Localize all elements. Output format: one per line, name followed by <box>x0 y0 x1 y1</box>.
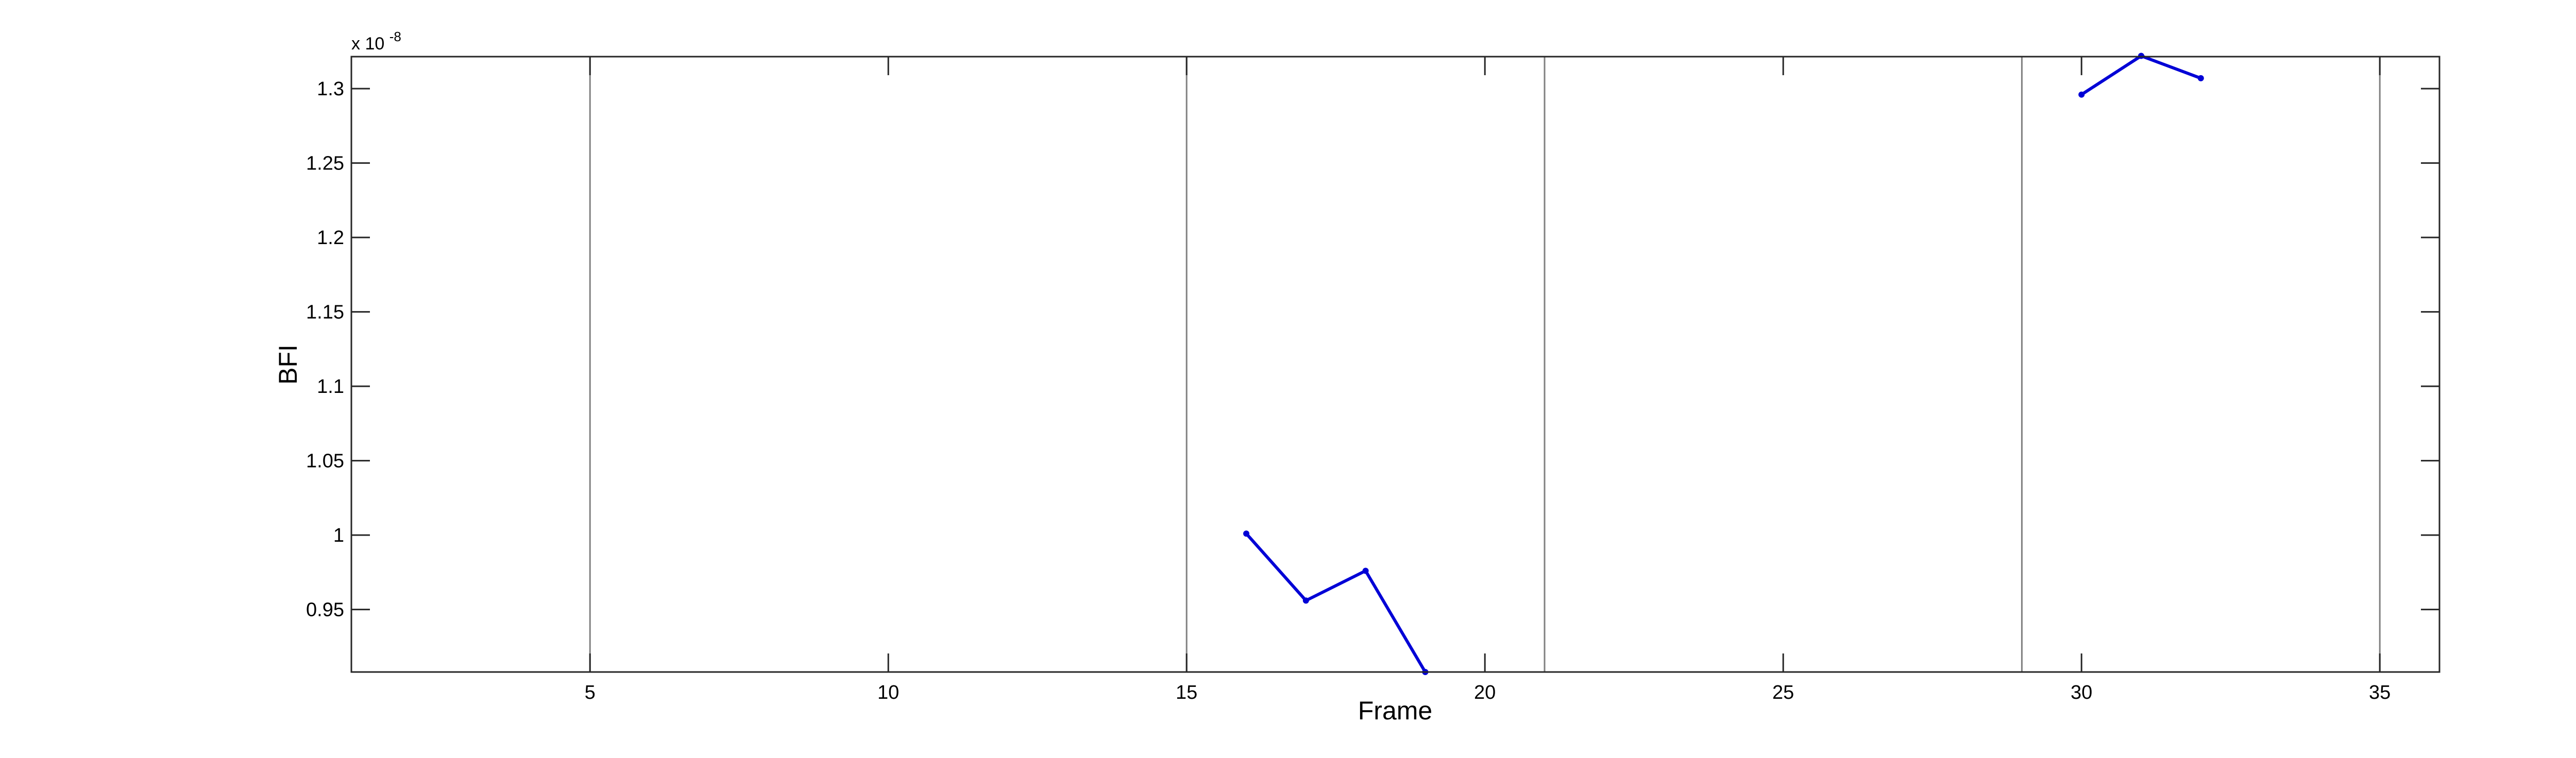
x-tick-label: 10 <box>877 682 899 703</box>
x-axis-label: Frame <box>1358 696 1432 725</box>
series-line <box>1245 532 1427 673</box>
data-point <box>2078 91 2085 98</box>
y-tick-label: 1.1 <box>317 376 344 398</box>
plot-area-border <box>350 56 2441 673</box>
y-axis-multiplier: x 10 -8 <box>351 29 401 54</box>
y-tick-label: 1.25 <box>306 153 344 175</box>
y-tick-label: 1 <box>333 525 344 546</box>
data-point <box>1362 567 1369 574</box>
x-tick-label: 25 <box>1772 682 1794 703</box>
x-tick-label: 5 <box>585 682 596 703</box>
x-tick-label: 15 <box>1176 682 1197 703</box>
plot-area-background <box>351 57 2439 672</box>
y-tick-label: 1.3 <box>317 78 344 100</box>
y-tick-label: 1.2 <box>317 227 344 249</box>
x-tick-label: 20 <box>1474 682 1496 703</box>
x-tick-label: 30 <box>2071 682 2092 703</box>
y-tick-label: 1.05 <box>306 451 344 472</box>
data-point <box>1302 597 1309 604</box>
y-tick-label: 1.15 <box>306 302 344 323</box>
y-axis-label: BFI <box>274 344 302 385</box>
x-tick-label: 35 <box>2369 682 2391 703</box>
y-axis-multiplier-exponent: -8 <box>389 29 401 44</box>
data-point <box>1243 530 1249 537</box>
data-point <box>2197 75 2204 81</box>
y-tick-label: 0.95 <box>306 599 344 621</box>
y-axis-multiplier-base: x 10 <box>351 34 384 54</box>
